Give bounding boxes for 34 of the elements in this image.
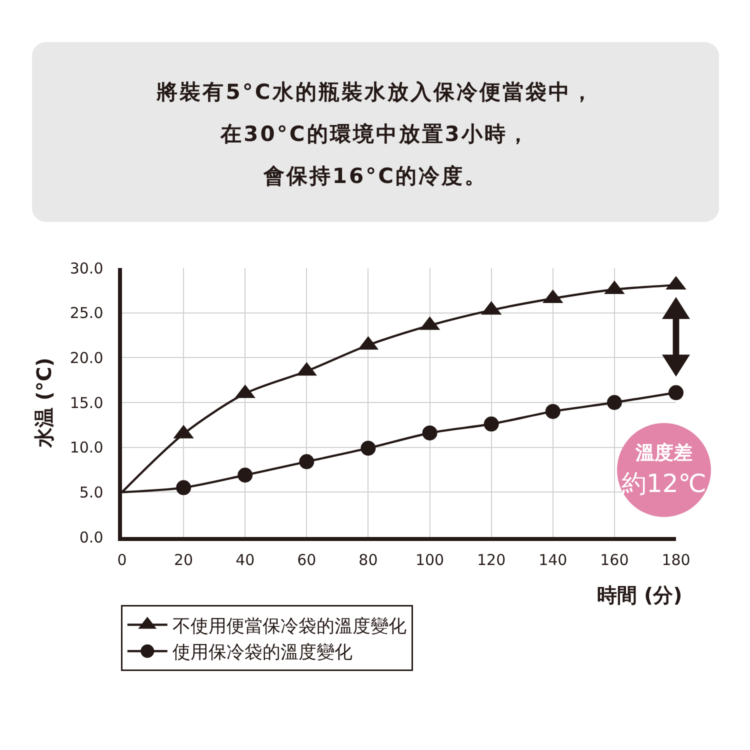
y-tick-label: 5.0 [79,483,104,502]
legend-label: 使用保冷袋的溫度變化 [172,642,352,664]
x-tick-label: 80 [358,550,378,569]
point [606,395,622,410]
point [176,480,192,496]
y-tick-label: 30.0 [70,259,104,278]
title-panel: 將裝有5°C水的瓶裝水放入保冷便當袋中，在30°C的環境中放置3小時，會保持16°C的冷度。 [32,42,719,222]
legend-label: 不使用便當保冷袋的溫度變化 [172,616,406,637]
x-tick-label: 120 [477,550,506,569]
point [668,385,684,400]
point [360,440,376,456]
y-axis-title: 水温 (°C) [32,358,56,448]
y-tick-label: 20.0 [70,348,104,367]
y-tick-label: 25.0 [70,304,104,322]
y-tick-label: 0.0 [79,528,104,546]
x-tick-label: 0 [117,550,127,569]
point [299,454,314,470]
point [422,425,438,440]
annotation: 溫度差 [634,441,694,466]
x-tick-label: 20 [174,550,194,569]
x-tick-label: 180 [662,550,690,569]
x-tick-label: 160 [600,550,629,569]
x-tick-label: 100 [415,550,444,569]
y-tick-label: 15.0 [70,394,104,412]
point [484,416,499,432]
x-tick-label: 40 [236,550,255,569]
point [545,404,560,419]
annotation: 約12℃ [622,468,706,500]
x-tick-label: 60 [297,550,316,569]
chart-title: 將裝有5°C水的瓶裝水放入保冷便當袋中，在30°C的環境中放置3小時，會保持16°C的冷度。 [155,79,596,190]
x-tick-label: 140 [538,550,568,569]
y-tick-label: 10.0 [70,438,104,457]
x-axis-title: 時間 (分) [597,583,682,607]
point [238,468,253,483]
